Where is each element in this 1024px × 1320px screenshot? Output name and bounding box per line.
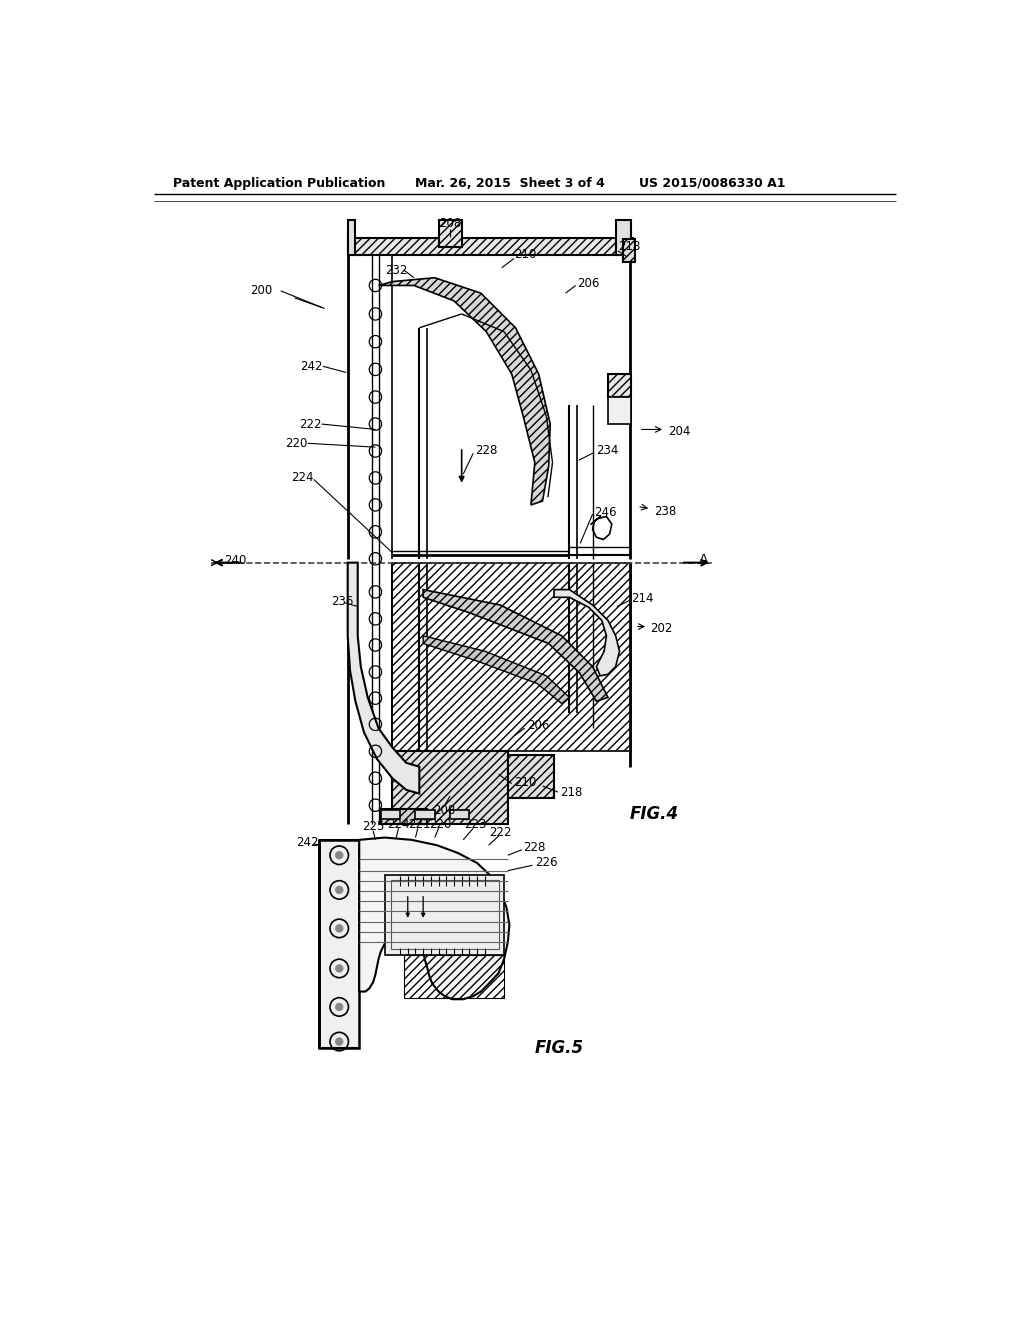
Text: 232: 232 [385,264,407,277]
Text: 242: 242 [296,836,318,849]
Bar [391,880,499,949]
Text: 234: 234 [596,445,618,458]
Text: 206: 206 [578,277,599,289]
Text: FIG.4: FIG.4 [630,805,679,824]
Text: 204: 204 [668,425,690,438]
Text: FIG.5: FIG.5 [535,1039,584,1057]
Bar [381,809,427,825]
Circle shape [336,1038,343,1045]
Text: Patent Application Publication: Patent Application Publication [173,177,385,190]
Bar [608,397,631,424]
Circle shape [336,886,343,894]
Text: 220: 220 [286,437,307,450]
Text: 218: 218 [560,785,583,799]
Text: 223: 223 [464,818,486,832]
Text: 222: 222 [299,417,322,430]
Text: 236: 236 [331,594,353,607]
Text: A: A [698,553,709,568]
Circle shape [336,965,343,973]
Text: 202: 202 [650,622,673,635]
Bar [615,220,631,255]
Polygon shape [359,838,509,999]
Circle shape [336,1003,343,1011]
Bar [319,840,359,1048]
Text: 208: 208 [439,218,461,231]
Polygon shape [423,590,608,701]
Text: 210: 210 [514,248,537,261]
Bar [608,374,631,397]
Text: 224: 224 [387,818,410,832]
Bar [624,239,635,263]
Text: 220: 220 [429,818,452,832]
Polygon shape [379,277,550,506]
Text: US 2015/0086330 A1: US 2015/0086330 A1 [639,177,785,190]
Bar [381,810,400,818]
Bar [416,810,435,818]
Polygon shape [554,590,620,676]
Text: 221: 221 [408,818,430,832]
Text: 222: 222 [488,825,511,838]
Bar [385,874,504,956]
Text: 240: 240 [224,554,247,566]
Bar [451,810,469,818]
Text: 200: 200 [250,284,272,297]
Bar [392,751,508,825]
Text: 208: 208 [433,804,456,817]
Bar [392,562,631,751]
Text: 228: 228 [475,445,498,458]
Text: Mar. 26, 2015  Sheet 3 of 4: Mar. 26, 2015 Sheet 3 of 4 [416,177,605,190]
Text: 218: 218 [617,240,640,253]
Text: 226: 226 [535,857,557,870]
Bar [348,238,633,255]
Text: 228: 228 [523,841,546,854]
Bar [438,220,462,247]
Bar [403,956,504,998]
Bar [391,880,499,949]
Text: 242: 242 [301,360,323,372]
Text: 224: 224 [291,471,313,484]
Text: 238: 238 [654,504,677,517]
Text: 214: 214 [631,593,653,606]
Circle shape [336,851,343,859]
Polygon shape [423,636,569,704]
Polygon shape [348,562,419,793]
Text: 210: 210 [514,776,537,788]
Bar [508,755,554,797]
Text: 206: 206 [527,719,550,733]
Text: 225: 225 [361,820,384,833]
Circle shape [336,924,343,932]
Bar [348,220,355,255]
Text: 246: 246 [594,506,616,519]
